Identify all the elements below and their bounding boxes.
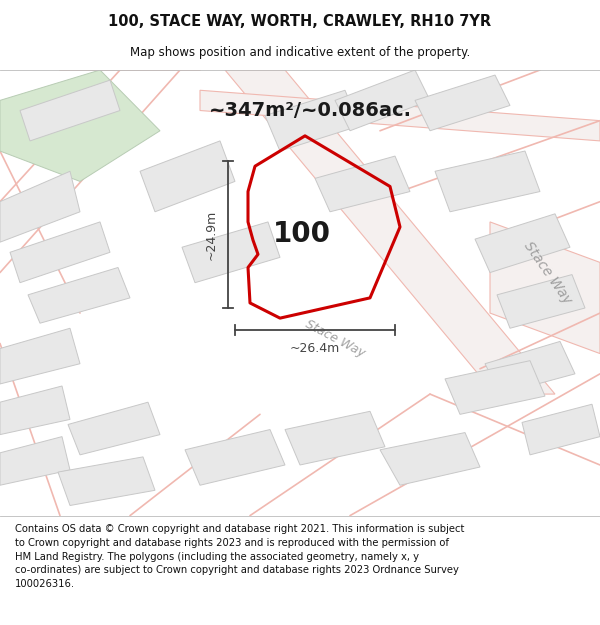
- Polygon shape: [0, 171, 80, 242]
- Polygon shape: [185, 429, 285, 485]
- Text: ~26.4m: ~26.4m: [290, 342, 340, 355]
- Polygon shape: [265, 90, 360, 151]
- Polygon shape: [0, 70, 160, 181]
- Polygon shape: [490, 222, 600, 354]
- Polygon shape: [445, 361, 545, 414]
- Polygon shape: [182, 222, 280, 282]
- Text: Stace Way: Stace Way: [303, 318, 367, 359]
- Polygon shape: [0, 328, 80, 384]
- Text: Contains OS data © Crown copyright and database right 2021. This information is : Contains OS data © Crown copyright and d…: [15, 524, 464, 589]
- Text: 100, STACE WAY, WORTH, CRAWLEY, RH10 7YR: 100, STACE WAY, WORTH, CRAWLEY, RH10 7YR: [109, 14, 491, 29]
- Polygon shape: [497, 274, 585, 328]
- Polygon shape: [522, 404, 600, 455]
- Polygon shape: [0, 437, 70, 485]
- Text: 100: 100: [273, 220, 331, 248]
- Polygon shape: [58, 457, 155, 506]
- Polygon shape: [335, 70, 430, 131]
- Polygon shape: [475, 214, 570, 272]
- Text: ~24.9m: ~24.9m: [205, 209, 218, 260]
- Polygon shape: [225, 70, 555, 394]
- Polygon shape: [200, 90, 600, 141]
- Polygon shape: [10, 222, 110, 282]
- Polygon shape: [315, 156, 410, 212]
- Polygon shape: [435, 151, 540, 212]
- Polygon shape: [140, 141, 235, 212]
- Polygon shape: [380, 432, 480, 485]
- Polygon shape: [485, 341, 575, 394]
- Polygon shape: [20, 80, 120, 141]
- Polygon shape: [0, 386, 70, 434]
- Polygon shape: [415, 75, 510, 131]
- Polygon shape: [68, 402, 160, 455]
- Polygon shape: [285, 411, 385, 465]
- Text: ~347m²/~0.086ac.: ~347m²/~0.086ac.: [209, 101, 412, 120]
- Text: Stace Way: Stace Way: [521, 239, 575, 306]
- Text: Map shows position and indicative extent of the property.: Map shows position and indicative extent…: [130, 46, 470, 59]
- Polygon shape: [28, 268, 130, 323]
